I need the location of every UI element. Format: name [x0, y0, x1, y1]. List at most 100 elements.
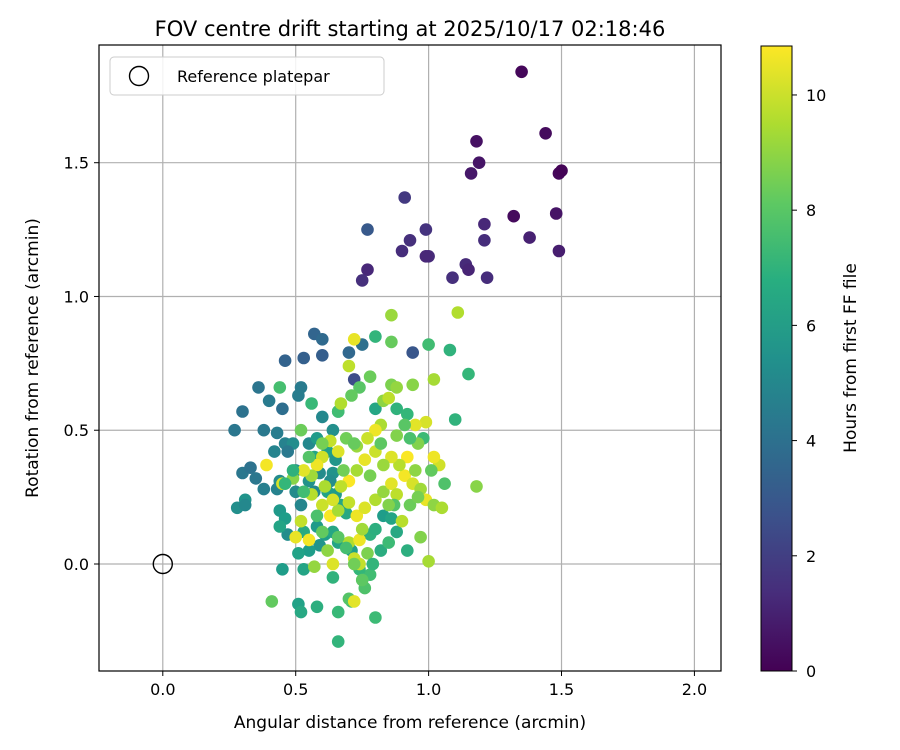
data-point	[292, 547, 305, 560]
data-point	[308, 560, 321, 573]
data-point	[390, 525, 404, 539]
data-point	[361, 263, 374, 277]
data-point	[448, 413, 462, 426]
colorbar-tick-label: 0	[806, 662, 816, 681]
data-point	[294, 605, 308, 619]
data-point	[278, 477, 292, 491]
data-point	[337, 464, 350, 477]
colorbar-tick-label: 8	[806, 201, 816, 220]
y-tick-label: 1.0	[64, 287, 89, 306]
data-point	[326, 493, 340, 507]
data-point	[305, 397, 318, 410]
data-point	[339, 541, 353, 555]
data-point	[555, 164, 568, 177]
data-point	[435, 501, 449, 515]
data-point	[385, 308, 398, 322]
data-point	[427, 450, 441, 464]
data-point	[260, 458, 273, 472]
data-point	[470, 480, 483, 493]
data-point	[347, 333, 361, 346]
colorbar-tick-label: 2	[806, 547, 816, 566]
data-point	[361, 432, 374, 445]
data-point	[252, 381, 265, 394]
data-point	[390, 488, 404, 501]
data-point	[422, 555, 435, 568]
data-point	[294, 423, 308, 437]
data-point	[350, 509, 364, 523]
x-axis-ticks: 0.0 0.5 1.0 1.5 2.0	[150, 671, 707, 699]
data-point	[414, 530, 427, 544]
data-point	[316, 525, 329, 539]
data-point	[451, 306, 465, 319]
data-point	[401, 450, 414, 464]
data-point	[334, 480, 348, 493]
plot-area-frame	[98, 44, 722, 672]
x-tick-label: 1.0	[416, 680, 441, 699]
data-point	[422, 338, 435, 351]
data-point	[355, 522, 369, 536]
colorbar	[760, 45, 793, 672]
y-tick-label: 0.5	[64, 421, 89, 440]
data-point	[294, 498, 308, 512]
data-point	[462, 263, 475, 277]
data-point	[294, 514, 308, 528]
x-tick-label: 1.5	[549, 680, 574, 699]
data-point	[390, 429, 404, 442]
data-point	[355, 573, 369, 587]
data-point	[321, 544, 334, 557]
data-point	[385, 335, 398, 349]
data-point	[316, 349, 329, 362]
data-point	[369, 402, 382, 416]
data-point	[401, 544, 414, 557]
data-point	[539, 127, 552, 140]
data-point	[331, 605, 345, 619]
colorbar-tick-label: 4	[806, 432, 816, 451]
data-point	[297, 351, 311, 365]
data-point	[345, 389, 358, 402]
data-point	[347, 595, 361, 608]
data-point	[350, 464, 364, 477]
y-axis-label: Rotation from reference (arcmin)	[23, 218, 43, 498]
data-point	[403, 432, 417, 445]
data-point	[462, 367, 475, 381]
data-point	[353, 381, 366, 394]
data-points	[228, 65, 568, 648]
data-point	[316, 498, 329, 512]
data-point	[480, 271, 494, 285]
data-point	[310, 458, 324, 472]
data-point	[406, 378, 420, 392]
data-point	[358, 501, 372, 515]
data-point	[401, 407, 414, 421]
data-point	[385, 512, 398, 525]
data-point	[403, 498, 417, 512]
data-point	[369, 611, 382, 624]
data-point	[411, 490, 425, 504]
legend-reference-marker	[128, 65, 150, 87]
data-point	[257, 423, 271, 437]
data-point	[297, 464, 311, 477]
data-point	[382, 498, 396, 512]
data-point	[478, 234, 491, 247]
colorbar-ticks: 0 2 4 6 8 10	[792, 86, 826, 681]
data-point	[281, 445, 295, 458]
data-point	[393, 458, 406, 472]
data-point	[395, 514, 409, 528]
data-point	[342, 346, 356, 359]
data-point	[228, 423, 241, 437]
data-point	[419, 249, 433, 263]
data-point	[403, 234, 417, 247]
data-point	[523, 231, 536, 244]
x-axis-label: Angular distance from reference (arcmin)	[234, 713, 586, 733]
data-point	[276, 563, 289, 576]
data-point	[377, 458, 390, 472]
data-point	[438, 477, 451, 491]
data-point	[302, 450, 316, 464]
data-point	[358, 453, 372, 467]
y-tick-label: 0.0	[64, 555, 89, 574]
data-point	[238, 498, 252, 512]
legend-box	[109, 56, 385, 96]
data-point	[507, 209, 520, 223]
data-point	[398, 469, 412, 483]
data-point	[363, 469, 377, 483]
data-point	[443, 343, 457, 357]
